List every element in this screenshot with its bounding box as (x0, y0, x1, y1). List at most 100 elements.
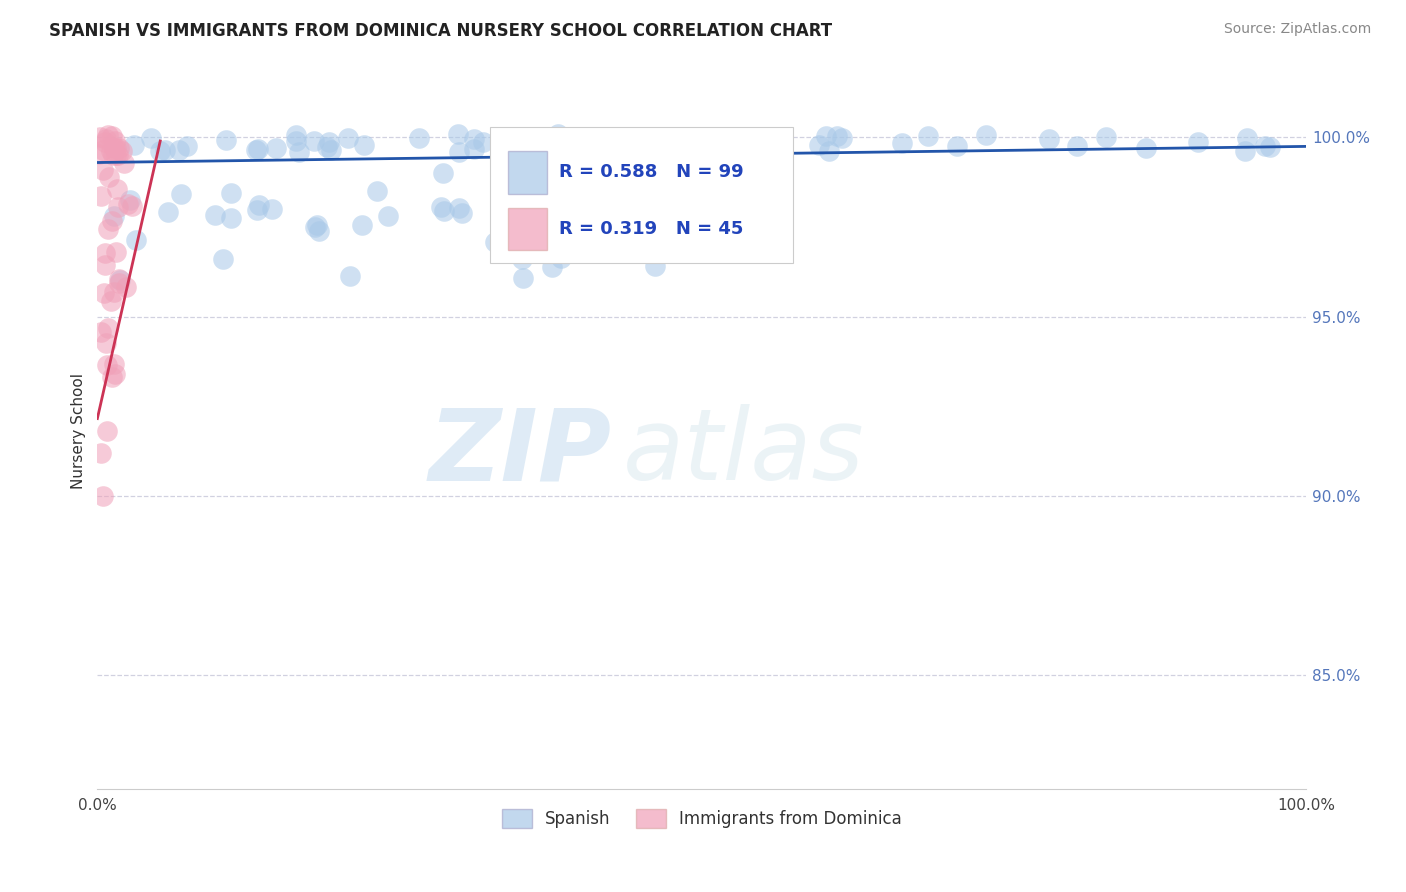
Point (447, 127, 470, 141)
Text: ZIP: ZIP (429, 404, 612, 501)
Point (537, 130, 560, 145)
Point (96, 132, 118, 146)
Point (149, 144, 172, 158)
Point (512, 271, 534, 285)
Point (112, 156, 135, 170)
Point (125, 233, 148, 247)
Point (247, 143, 270, 157)
Point (1260, 140, 1282, 154)
Point (103, 358, 125, 372)
Point (433, 203, 456, 218)
Point (337, 131, 360, 145)
Point (94, 335, 117, 350)
Point (626, 149, 648, 163)
Point (105, 182, 128, 196)
Point (1038, 132, 1060, 146)
Point (316, 140, 339, 154)
Text: Source: ZipAtlas.com: Source: ZipAtlas.com (1223, 22, 1371, 37)
Point (752, 145, 775, 159)
Point (105, 148, 128, 162)
Point (139, 131, 162, 145)
Point (825, 129, 848, 144)
Point (246, 203, 269, 218)
Point (408, 131, 430, 145)
Point (108, 276, 131, 290)
Point (96, 222, 118, 236)
Point (917, 128, 939, 143)
Point (89, 129, 111, 144)
Point (623, 176, 645, 190)
Point (157, 205, 180, 219)
Point (122, 137, 145, 152)
Point (666, 227, 689, 242)
Point (350, 219, 373, 233)
Point (107, 148, 129, 162)
FancyBboxPatch shape (491, 127, 793, 263)
Point (353, 138, 375, 153)
Point (690, 146, 713, 161)
Point (103, 147, 125, 161)
Point (212, 252, 235, 266)
Point (706, 186, 728, 201)
Point (93, 285, 115, 300)
Point (1094, 130, 1116, 145)
Point (721, 137, 744, 152)
Point (104, 244, 127, 259)
Point (90, 325, 112, 339)
Point (449, 202, 471, 216)
Point (114, 279, 136, 293)
Point (727, 130, 749, 145)
Point (287, 145, 309, 159)
Point (377, 209, 399, 223)
Point (1254, 139, 1277, 153)
Point (103, 210, 125, 224)
Point (1236, 131, 1258, 145)
Point (644, 259, 666, 273)
Point (118, 194, 141, 208)
Point (304, 219, 326, 234)
Point (319, 143, 342, 157)
Point (170, 186, 193, 201)
Point (681, 226, 703, 240)
Point (245, 143, 267, 157)
Point (339, 268, 361, 283)
Point (818, 144, 841, 158)
Point (96, 424, 118, 438)
Point (540, 260, 562, 274)
Point (103, 134, 125, 148)
Point (710, 203, 733, 218)
Point (550, 251, 572, 265)
Point (449, 145, 471, 159)
Point (484, 235, 506, 250)
Point (94, 258, 117, 272)
Point (89, 147, 111, 161)
Point (616, 144, 638, 158)
Point (219, 186, 242, 200)
Point (93, 143, 115, 157)
Point (104, 141, 127, 155)
Point (450, 206, 472, 220)
Point (513, 211, 536, 225)
Y-axis label: Nursery School: Nursery School (72, 373, 86, 489)
Point (104, 368, 127, 382)
Point (266, 141, 288, 155)
Point (1135, 141, 1157, 155)
Point (1187, 135, 1209, 149)
FancyBboxPatch shape (509, 152, 547, 194)
Point (100, 293, 122, 308)
Text: R = 0.588   N = 99: R = 0.588 N = 99 (560, 163, 744, 181)
Point (519, 227, 541, 241)
Point (946, 139, 969, 153)
Point (108, 272, 131, 286)
Point (626, 203, 648, 218)
Point (93, 489, 115, 503)
Point (107, 141, 129, 155)
Point (430, 201, 453, 215)
Point (814, 128, 837, 143)
Point (683, 209, 706, 223)
Point (633, 170, 655, 185)
Point (167, 143, 190, 157)
Point (644, 132, 666, 146)
Point (219, 211, 242, 225)
Text: atlas: atlas (623, 404, 865, 501)
